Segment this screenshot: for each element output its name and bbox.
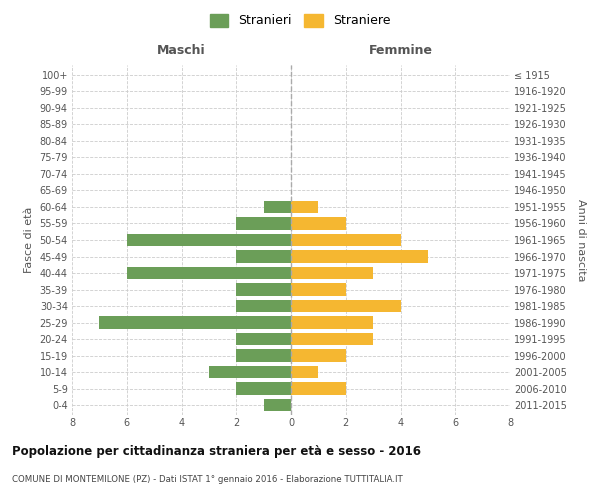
Bar bbox=[127, 234, 291, 246]
Bar bbox=[291, 201, 319, 213]
Bar bbox=[236, 382, 291, 395]
Bar bbox=[291, 316, 373, 328]
Bar bbox=[291, 366, 319, 378]
Bar bbox=[291, 284, 346, 296]
Bar bbox=[291, 267, 373, 279]
Bar bbox=[236, 350, 291, 362]
Bar bbox=[236, 300, 291, 312]
Bar bbox=[291, 333, 373, 345]
Bar bbox=[209, 366, 291, 378]
Bar bbox=[100, 316, 291, 328]
Bar bbox=[291, 234, 401, 246]
Bar bbox=[291, 300, 401, 312]
Text: COMUNE DI MONTEMILONE (PZ) - Dati ISTAT 1° gennaio 2016 - Elaborazione TUTTITALI: COMUNE DI MONTEMILONE (PZ) - Dati ISTAT … bbox=[12, 475, 403, 484]
Y-axis label: Anni di nascita: Anni di nascita bbox=[577, 198, 586, 281]
Text: Femmine: Femmine bbox=[368, 44, 433, 57]
Bar bbox=[263, 399, 291, 411]
Text: Maschi: Maschi bbox=[157, 44, 206, 57]
Bar bbox=[236, 284, 291, 296]
Bar bbox=[127, 267, 291, 279]
Bar bbox=[291, 218, 346, 230]
Y-axis label: Fasce di età: Fasce di età bbox=[24, 207, 34, 273]
Bar bbox=[291, 382, 346, 395]
Bar bbox=[263, 201, 291, 213]
Bar bbox=[291, 250, 428, 262]
Bar bbox=[236, 250, 291, 262]
Text: Popolazione per cittadinanza straniera per età e sesso - 2016: Popolazione per cittadinanza straniera p… bbox=[12, 445, 421, 458]
Bar bbox=[236, 333, 291, 345]
Bar bbox=[291, 350, 346, 362]
Legend: Stranieri, Straniere: Stranieri, Straniere bbox=[205, 8, 395, 32]
Bar bbox=[236, 218, 291, 230]
